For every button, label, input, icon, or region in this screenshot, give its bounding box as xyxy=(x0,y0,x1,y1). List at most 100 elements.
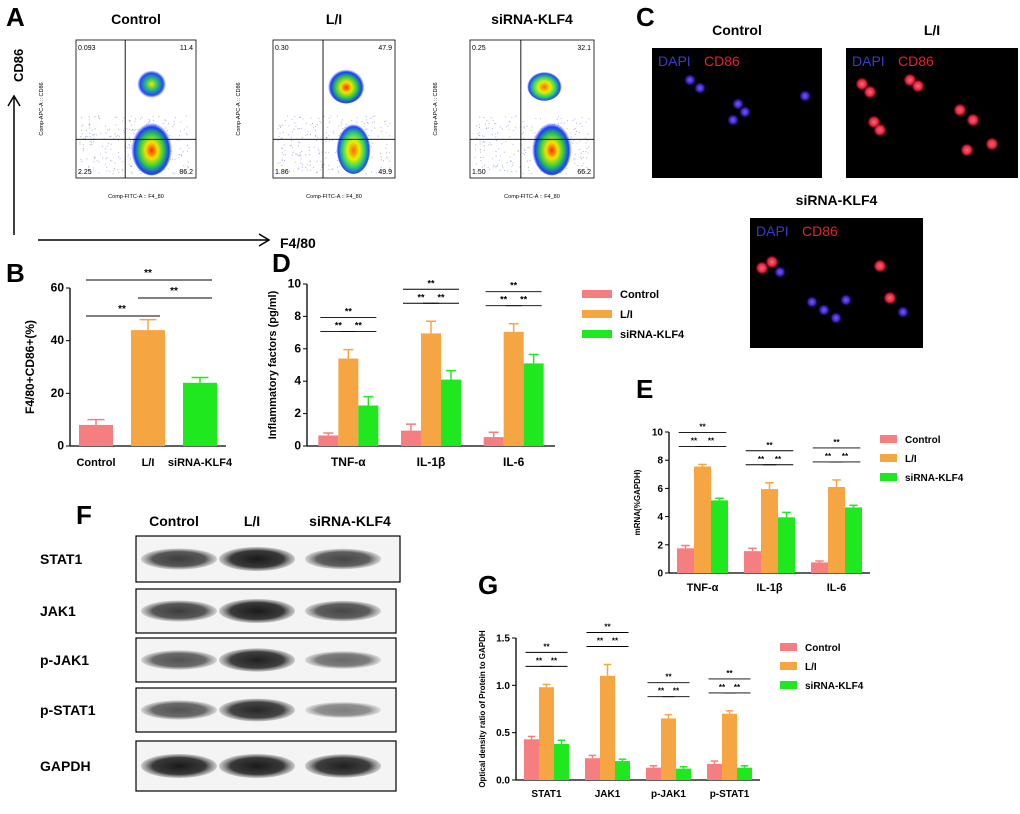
flow-event-dot xyxy=(114,162,116,164)
flow-event-dot xyxy=(309,160,311,162)
legend-swatch xyxy=(780,662,797,670)
flow-event-dot xyxy=(80,136,82,138)
flow-event-dot xyxy=(488,144,490,146)
flow-event-dot xyxy=(483,117,485,119)
significance-marker: ** xyxy=(726,669,733,678)
bar xyxy=(778,517,795,573)
flow-event-dot xyxy=(127,154,129,156)
flow-event-dot xyxy=(370,117,372,119)
flow-event-dot xyxy=(511,171,513,173)
flow-event-dot xyxy=(328,151,330,153)
flow-event-dot xyxy=(187,150,189,152)
flow-event-dot xyxy=(283,144,285,146)
flow-plot-title: siRNA-KLF4 xyxy=(491,11,573,27)
cd86-label: CD86 xyxy=(898,53,934,69)
flow-event-dot xyxy=(88,119,90,121)
bar xyxy=(707,763,722,780)
flow-event-dot xyxy=(110,143,112,145)
bar xyxy=(694,466,711,573)
flow-event-dot xyxy=(184,171,186,173)
y-axis-label: Optical density ratio of Protein to GAPD… xyxy=(478,630,487,788)
flow-event-dot xyxy=(523,148,525,150)
if-image-3: siRNA-KLF4 DAPI CD86 xyxy=(750,192,923,348)
significance-marker: ** xyxy=(833,438,840,447)
flow-event-dot xyxy=(586,166,588,168)
chart-d: 0 2 4 6 8 10 Inflammatory factors (pg/ml) TNF-α… xyxy=(267,277,685,470)
flow-event-dot xyxy=(327,126,329,128)
flow-event-dot xyxy=(79,141,81,143)
flow-event-dot xyxy=(515,115,517,117)
flow-event-dot xyxy=(118,135,120,137)
x-category-label: p-JAK1 xyxy=(651,789,686,800)
flow-event-dot xyxy=(178,170,180,172)
significance-marker: ** xyxy=(665,673,672,682)
flow-event-dot xyxy=(297,145,299,147)
flow-event-dot xyxy=(497,132,499,134)
quadrant-upper-right-value: 47.9 xyxy=(378,45,392,52)
flow-event-dot xyxy=(100,153,102,155)
flow-event-dot xyxy=(380,156,382,158)
blot-band xyxy=(141,548,217,570)
flow-event-dot xyxy=(370,146,373,148)
y-tick-label: 2 xyxy=(294,406,301,420)
flow-event-dot xyxy=(388,167,391,169)
flow-event-dot xyxy=(316,160,318,162)
flow-event-dot xyxy=(293,170,295,172)
blot-band xyxy=(305,600,381,622)
flow-event-dot xyxy=(317,136,319,138)
flow-event-dot xyxy=(101,145,103,148)
flow-event-dot xyxy=(290,144,292,146)
significance-marker: ** xyxy=(775,455,782,464)
flow-event-dot xyxy=(479,148,481,150)
flow-event-dot xyxy=(82,124,84,126)
significance-marker: ** xyxy=(543,642,550,651)
legend-swatch xyxy=(880,454,897,462)
bar xyxy=(722,713,737,780)
flow-event-dot xyxy=(307,164,309,166)
bar xyxy=(483,437,504,446)
flow-event-dot xyxy=(85,130,87,132)
flow-event-dot xyxy=(128,144,130,146)
flow-event-dot xyxy=(89,141,91,143)
flow-event-dot xyxy=(340,121,342,123)
legend-label: Control xyxy=(905,435,941,446)
cell xyxy=(911,79,925,93)
legend-swatch xyxy=(780,643,797,651)
flow-event-dot xyxy=(291,154,294,156)
flow-event-dot xyxy=(388,151,390,154)
flow-event-dot xyxy=(105,151,107,153)
flow-event-dot xyxy=(312,123,314,125)
flow-event-dot xyxy=(114,133,116,135)
flow-event-dot xyxy=(506,126,508,128)
if-image-1: Control DAPI CD86 xyxy=(652,22,822,178)
flow-event-dot xyxy=(487,166,489,169)
flow-event-dot xyxy=(523,127,525,129)
y-tick-label: 4 xyxy=(657,512,663,523)
flow-event-dot xyxy=(79,172,81,174)
flow-event-dot xyxy=(288,125,290,127)
significance-marker: ** xyxy=(170,286,178,297)
flow-event-dot xyxy=(131,165,133,167)
flow-event-dot xyxy=(371,156,373,158)
y-tick-label: 0 xyxy=(294,439,301,453)
significance-marker: ** xyxy=(604,623,611,632)
flow-population xyxy=(327,67,365,104)
flow-event-dot xyxy=(281,159,283,162)
flow-event-dot xyxy=(186,145,189,147)
flow-population xyxy=(137,70,167,98)
flow-event-dot xyxy=(514,127,517,129)
flow-event-dot xyxy=(301,169,303,171)
flow-event-dot xyxy=(298,154,301,156)
flow-event-dot xyxy=(106,166,108,168)
flow-event-dot xyxy=(574,118,576,120)
flow-event-dot xyxy=(183,128,185,130)
flow-event-dot xyxy=(494,133,496,135)
flow-event-dot xyxy=(501,128,504,130)
flow-event-dot xyxy=(174,158,176,160)
flow-event-dot xyxy=(477,133,479,135)
flow-event-dot xyxy=(386,156,388,158)
flow-event-dot xyxy=(94,128,96,130)
significance-marker: ** xyxy=(612,637,619,646)
flow-event-dot xyxy=(114,168,116,170)
quadrant-lower-right-value: 86.2 xyxy=(179,169,193,176)
